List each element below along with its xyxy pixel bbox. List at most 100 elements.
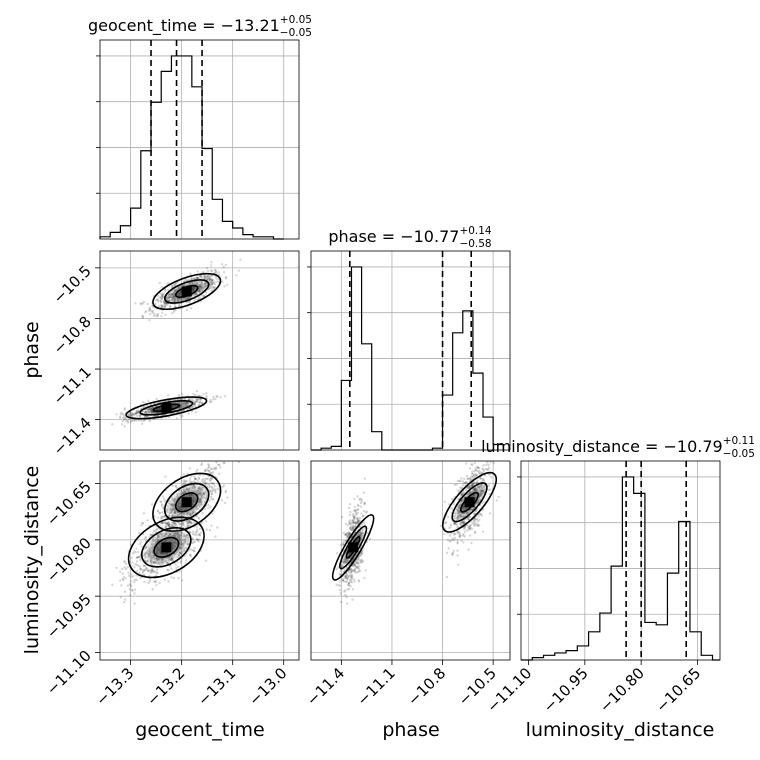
sample-point bbox=[130, 575, 133, 579]
sample-point bbox=[207, 463, 210, 466]
sample-point bbox=[200, 275, 204, 279]
sample-point bbox=[209, 477, 212, 480]
sample-point bbox=[451, 552, 454, 555]
sample-point bbox=[199, 400, 202, 403]
sample-point bbox=[119, 579, 122, 582]
sample-point bbox=[180, 392, 183, 395]
sample-point bbox=[147, 569, 150, 572]
sample-point bbox=[463, 528, 466, 531]
sample-point bbox=[161, 296, 164, 299]
sample-point bbox=[193, 403, 196, 407]
sample-point bbox=[344, 580, 347, 584]
sample-point bbox=[135, 570, 139, 573]
sample-point bbox=[205, 277, 209, 281]
sample-point bbox=[127, 574, 131, 577]
sample-point bbox=[350, 571, 353, 574]
sample-point bbox=[359, 569, 362, 572]
sample-point bbox=[357, 560, 360, 563]
sample-point bbox=[210, 497, 214, 501]
sample-point bbox=[163, 521, 167, 524]
sample-point bbox=[475, 469, 479, 473]
sample-point bbox=[137, 550, 140, 554]
sample-point bbox=[357, 504, 360, 508]
sample-point bbox=[351, 588, 355, 591]
sample-point bbox=[205, 392, 208, 395]
sample-point bbox=[170, 567, 173, 571]
sample-point bbox=[134, 563, 137, 566]
sample-point bbox=[130, 419, 133, 422]
sample-point bbox=[343, 589, 347, 592]
contour-level-2 bbox=[163, 279, 210, 304]
sample-point bbox=[356, 562, 359, 565]
sample-point bbox=[155, 397, 158, 401]
sample-point bbox=[173, 521, 177, 525]
sample-point bbox=[160, 295, 164, 298]
sample-point bbox=[453, 538, 456, 542]
sample-point bbox=[188, 479, 191, 482]
sample-point bbox=[164, 289, 167, 293]
sample-point bbox=[137, 411, 140, 414]
sample-point bbox=[196, 298, 200, 301]
sample-point bbox=[480, 514, 484, 517]
sample-point bbox=[194, 531, 198, 534]
sample-point bbox=[186, 522, 190, 525]
sample-point bbox=[353, 517, 356, 521]
sample-point bbox=[456, 554, 459, 557]
sample-point bbox=[213, 285, 217, 289]
sample-point bbox=[466, 477, 470, 480]
sample-point bbox=[468, 527, 471, 530]
sample-point bbox=[456, 538, 459, 542]
sample-point bbox=[226, 283, 229, 286]
contour-level-1 bbox=[125, 396, 208, 420]
sample-point bbox=[185, 308, 189, 311]
sample-point bbox=[210, 477, 214, 480]
sample-point bbox=[465, 474, 469, 478]
sample-point bbox=[470, 483, 474, 486]
sample-point bbox=[486, 468, 490, 471]
sample-point bbox=[457, 498, 460, 501]
sample-point bbox=[122, 416, 125, 420]
panel-title-luminosity_distance: luminosity_distance = −10.79+0.11 −0.05 bbox=[481, 435, 755, 460]
sample-point bbox=[160, 293, 163, 296]
sample-point bbox=[207, 465, 211, 469]
sample-point bbox=[344, 574, 348, 577]
sample-point bbox=[468, 515, 472, 518]
sample-point bbox=[158, 304, 161, 308]
sample-point bbox=[337, 584, 340, 587]
sample-point bbox=[351, 524, 355, 527]
sample-point bbox=[168, 525, 171, 528]
sample-point bbox=[354, 521, 357, 525]
y-tick-label: −10.95 bbox=[43, 590, 95, 642]
sample-point bbox=[183, 482, 186, 485]
sample-point bbox=[353, 570, 356, 573]
sample-point bbox=[346, 580, 349, 583]
sample-point bbox=[144, 536, 148, 539]
sample-point bbox=[470, 472, 474, 476]
sample-point bbox=[208, 484, 211, 488]
sample-point bbox=[357, 517, 360, 520]
sample-point bbox=[355, 517, 358, 520]
sample-point bbox=[155, 527, 159, 530]
sample-point bbox=[164, 522, 167, 525]
sample-point bbox=[204, 468, 207, 471]
sample-point bbox=[164, 288, 167, 291]
sample-point bbox=[121, 412, 125, 416]
sample-point bbox=[199, 275, 202, 278]
sample-point bbox=[156, 312, 160, 316]
sample-point bbox=[130, 413, 133, 417]
sample-point bbox=[337, 566, 340, 569]
sample-point bbox=[141, 522, 144, 525]
sample-point bbox=[175, 281, 178, 285]
sample-point bbox=[355, 521, 359, 525]
sample-point bbox=[174, 305, 177, 308]
sample-point bbox=[191, 538, 194, 541]
sample-point bbox=[474, 524, 477, 527]
sample-point bbox=[460, 493, 464, 496]
sample-point bbox=[476, 479, 479, 482]
sample-point bbox=[174, 522, 178, 526]
sample-point bbox=[201, 512, 204, 515]
sample-point bbox=[462, 520, 465, 524]
sample-point bbox=[196, 399, 199, 402]
sample-point bbox=[123, 418, 126, 421]
sample-point bbox=[481, 467, 484, 470]
